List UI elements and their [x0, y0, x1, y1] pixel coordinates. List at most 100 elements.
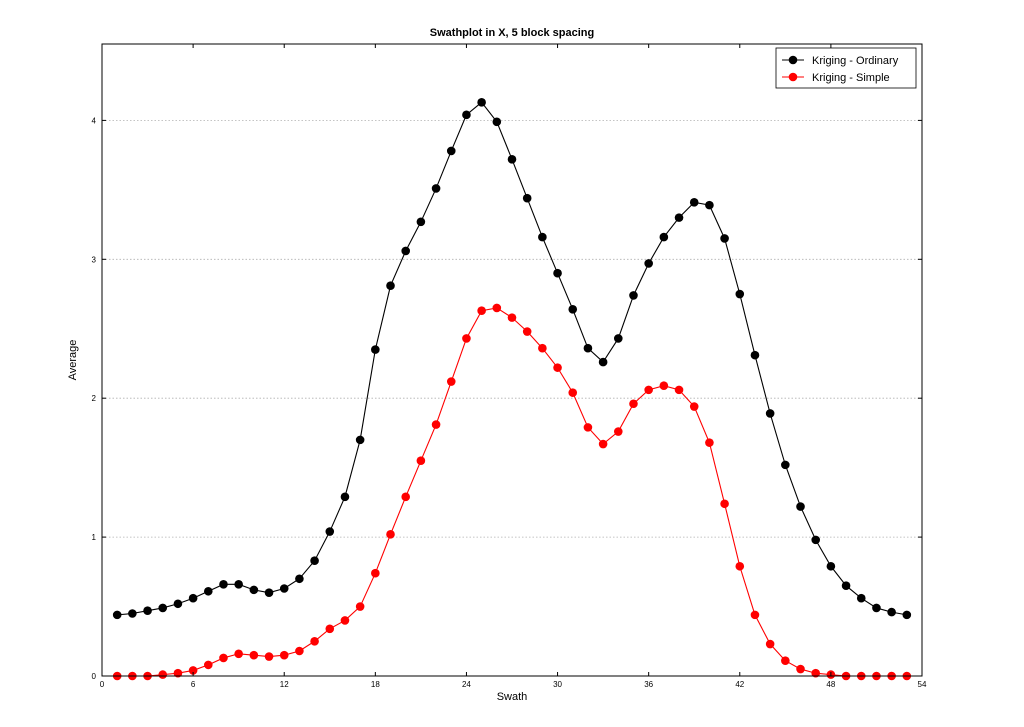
data-point-kriging-ordinary [203, 586, 213, 596]
x-tick-label: 24 [462, 680, 471, 689]
data-point-kriging-simple [158, 670, 168, 679]
chart-title: Swathplot in X, 5 block spacing [430, 27, 594, 39]
data-point-kriging-ordinary [234, 580, 243, 589]
data-point-kriging-ordinary [295, 574, 304, 584]
data-point-kriging-simple [355, 602, 365, 611]
data-point-kriging-simple [371, 568, 380, 578]
data-point-kriging-simple [674, 385, 684, 395]
data-point-kriging-simple [538, 343, 547, 353]
data-point-kriging-simple [249, 650, 259, 660]
data-point-kriging-ordinary [674, 213, 684, 222]
data-point-kriging-ordinary [264, 588, 274, 597]
data-point-kriging-simple [765, 639, 775, 649]
legend-marker-kriging-simple [788, 72, 798, 82]
y-axis-label: Average [67, 340, 79, 381]
data-point-kriging-ordinary [750, 350, 760, 360]
data-point-kriging-simple [386, 530, 395, 539]
data-point-kriging-ordinary [856, 593, 866, 603]
data-point-kriging-ordinary [462, 110, 471, 120]
y-tick-label: 3 [92, 255, 97, 264]
data-point-kriging-simple [462, 334, 471, 343]
data-point-kriging-simple [568, 388, 578, 397]
data-point-kriging-simple [264, 652, 274, 661]
legend-marker-kriging-ordinary [788, 55, 798, 65]
plot-area-frame [101, 43, 923, 677]
data-point-kriging-simple [522, 327, 532, 336]
data-point-kriging-ordinary [340, 492, 350, 502]
data-point-kriging-simple [401, 492, 411, 502]
series-kriging-ordinary [112, 98, 912, 620]
legend: Kriging - Ordinary Kriging - Simple [775, 47, 917, 89]
data-point-kriging-simple [796, 664, 805, 674]
y-tick-label: 0 [92, 672, 97, 681]
data-point-kriging-ordinary [735, 289, 745, 299]
data-point-kriging-simple [446, 377, 456, 386]
data-point-kriging-ordinary [446, 146, 456, 156]
y-tick-label: 1 [92, 533, 97, 542]
x-tick-label: 42 [735, 680, 744, 689]
data-point-kriging-simple [507, 313, 517, 322]
x-tick-label: 54 [918, 680, 927, 689]
y-tick-label: 4 [92, 116, 97, 125]
data-point-kriging-ordinary [112, 610, 122, 620]
data-point-kriging-ordinary [128, 609, 137, 618]
legend-box [775, 47, 917, 89]
data-point-kriging-simple [431, 420, 441, 429]
data-point-kriging-ordinary [492, 117, 502, 127]
data-point-kriging-simple [477, 306, 486, 315]
data-point-kriging-simple [720, 499, 729, 509]
data-point-kriging-simple [629, 399, 638, 409]
data-point-kriging-ordinary [173, 599, 183, 609]
data-point-kriging-ordinary [796, 502, 805, 511]
data-point-kriging-ordinary [507, 154, 517, 164]
x-tick-label: 18 [371, 680, 380, 689]
data-point-kriging-ordinary [279, 584, 289, 593]
data-point-kriging-simple [644, 385, 653, 395]
data-point-kriging-ordinary [310, 556, 319, 566]
data-point-kriging-ordinary [325, 527, 335, 536]
data-point-kriging-ordinary [538, 232, 547, 242]
data-point-kriging-ordinary [872, 603, 881, 613]
data-point-kriging-ordinary [158, 603, 168, 613]
data-point-kriging-ordinary [371, 345, 380, 354]
x-tick-label: 48 [826, 680, 835, 689]
data-point-kriging-simple [659, 381, 669, 390]
data-point-kriging-ordinary [355, 435, 365, 445]
data-point-kriging-simple [219, 653, 228, 663]
x-tick-label: 36 [644, 680, 653, 689]
data-point-kriging-ordinary [629, 291, 638, 300]
data-point-kriging-ordinary [416, 217, 426, 227]
data-point-kriging-ordinary [902, 610, 912, 620]
data-point-kriging-simple [781, 656, 790, 666]
data-point-kriging-simple [310, 636, 319, 646]
data-point-kriging-ordinary [249, 585, 259, 595]
x-tick-label: 12 [280, 680, 289, 689]
data-point-kriging-simple [553, 363, 562, 372]
data-point-kriging-ordinary [644, 259, 653, 268]
data-point-kriging-ordinary [431, 184, 441, 193]
x-axis-label: Swath [497, 691, 528, 703]
data-point-kriging-ordinary [826, 561, 836, 571]
data-point-kriging-ordinary [522, 193, 532, 203]
data-point-kriging-simple [234, 649, 243, 659]
x-tick-label: 30 [553, 680, 562, 689]
data-point-kriging-ordinary [887, 607, 896, 617]
data-point-kriging-ordinary [568, 305, 578, 314]
data-point-kriging-simple [689, 402, 699, 411]
data-point-kriging-simple [492, 303, 502, 313]
data-point-kriging-ordinary [811, 535, 821, 545]
data-point-kriging-ordinary [477, 98, 486, 107]
data-point-kriging-ordinary [386, 281, 395, 290]
data-point-kriging-simple [750, 610, 760, 620]
data-point-kriging-simple [583, 423, 593, 432]
data-point-kriging-simple [735, 561, 745, 571]
data-point-kriging-ordinary [553, 268, 562, 278]
x-tick-label: 0 [100, 680, 105, 689]
data-point-kriging-ordinary [841, 581, 851, 591]
legend-label-kriging-ordinary: Kriging - Ordinary [812, 55, 899, 67]
data-point-kriging-ordinary [720, 234, 729, 243]
data-point-kriging-ordinary [613, 334, 623, 343]
data-point-kriging-simple [340, 616, 350, 625]
